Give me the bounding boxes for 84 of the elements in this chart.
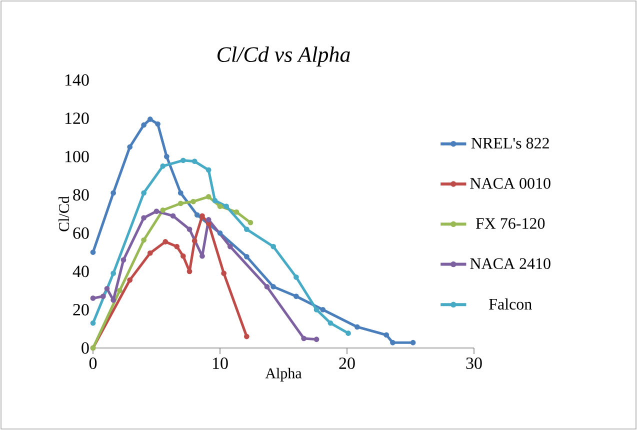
point (248, 220, 254, 226)
point (141, 122, 147, 128)
point (104, 286, 110, 292)
x-tick-label: 10 (212, 358, 228, 369)
y-axis-title: Cl/Cd (58, 196, 70, 232)
point (147, 116, 153, 122)
point (116, 288, 122, 294)
point (186, 268, 192, 274)
point (127, 277, 133, 283)
point (162, 239, 168, 244)
point (244, 254, 250, 260)
point (194, 212, 200, 218)
point (155, 121, 160, 127)
legend-label: NACA 2410 (470, 258, 550, 270)
y-tick-label: 40 (72, 266, 89, 278)
point (227, 244, 233, 250)
point (160, 207, 166, 213)
point (212, 198, 218, 204)
point (174, 244, 180, 250)
point (221, 270, 227, 276)
point (90, 320, 96, 326)
point (346, 330, 351, 336)
point (234, 209, 240, 215)
point (224, 204, 230, 210)
point (90, 250, 96, 255)
point (141, 215, 147, 221)
y-tick-label: 20 (73, 304, 89, 316)
point (206, 194, 212, 200)
x-tick-label: 20 (339, 358, 355, 369)
point (314, 307, 320, 312)
point (384, 332, 390, 338)
point (314, 336, 320, 342)
point (390, 340, 396, 346)
point (320, 307, 326, 312)
x-tick-label: 30 (466, 358, 482, 369)
point (141, 237, 147, 243)
point (164, 154, 170, 160)
y-tick-label: 60 (73, 227, 89, 239)
point (192, 238, 198, 244)
point (147, 250, 153, 256)
point (120, 257, 126, 263)
point (170, 213, 176, 219)
point (180, 158, 186, 164)
point (90, 296, 96, 301)
point (270, 244, 276, 250)
point (354, 324, 360, 330)
y-tick-label: 120 (65, 112, 89, 124)
point (294, 274, 299, 280)
y-tick-label: 0 (82, 342, 89, 354)
point (186, 226, 192, 232)
point (160, 163, 166, 169)
point (294, 294, 299, 299)
point (206, 167, 212, 173)
point (110, 270, 116, 276)
point (270, 284, 276, 290)
point (192, 158, 198, 164)
point (264, 284, 270, 290)
legend-label: FX 76-120 (476, 218, 545, 229)
point (217, 204, 223, 210)
point (100, 294, 106, 299)
x-tick-label: 0 (89, 358, 97, 369)
y-tick-label: 80 (73, 189, 89, 201)
point (110, 190, 116, 196)
point (127, 144, 133, 150)
chart-title: Cl/Cd vs Alpha (218, 46, 350, 66)
point (410, 340, 416, 346)
legend-label: NACA 0010 (470, 178, 550, 189)
point (178, 200, 184, 206)
x-axis-title: Alpha (265, 368, 302, 382)
y-tick-label: 140 (65, 74, 89, 86)
point (301, 336, 307, 342)
point (328, 320, 334, 326)
legend-label: Falcon (489, 298, 532, 310)
point (190, 198, 196, 204)
point (217, 230, 223, 236)
point (178, 190, 184, 196)
point (180, 253, 186, 259)
point (244, 226, 250, 232)
y-tick-label: 100 (65, 150, 89, 162)
point (141, 190, 147, 196)
point (244, 334, 250, 340)
point (206, 217, 212, 222)
legend-label: NREL's 822 (471, 138, 549, 149)
point (154, 208, 160, 214)
